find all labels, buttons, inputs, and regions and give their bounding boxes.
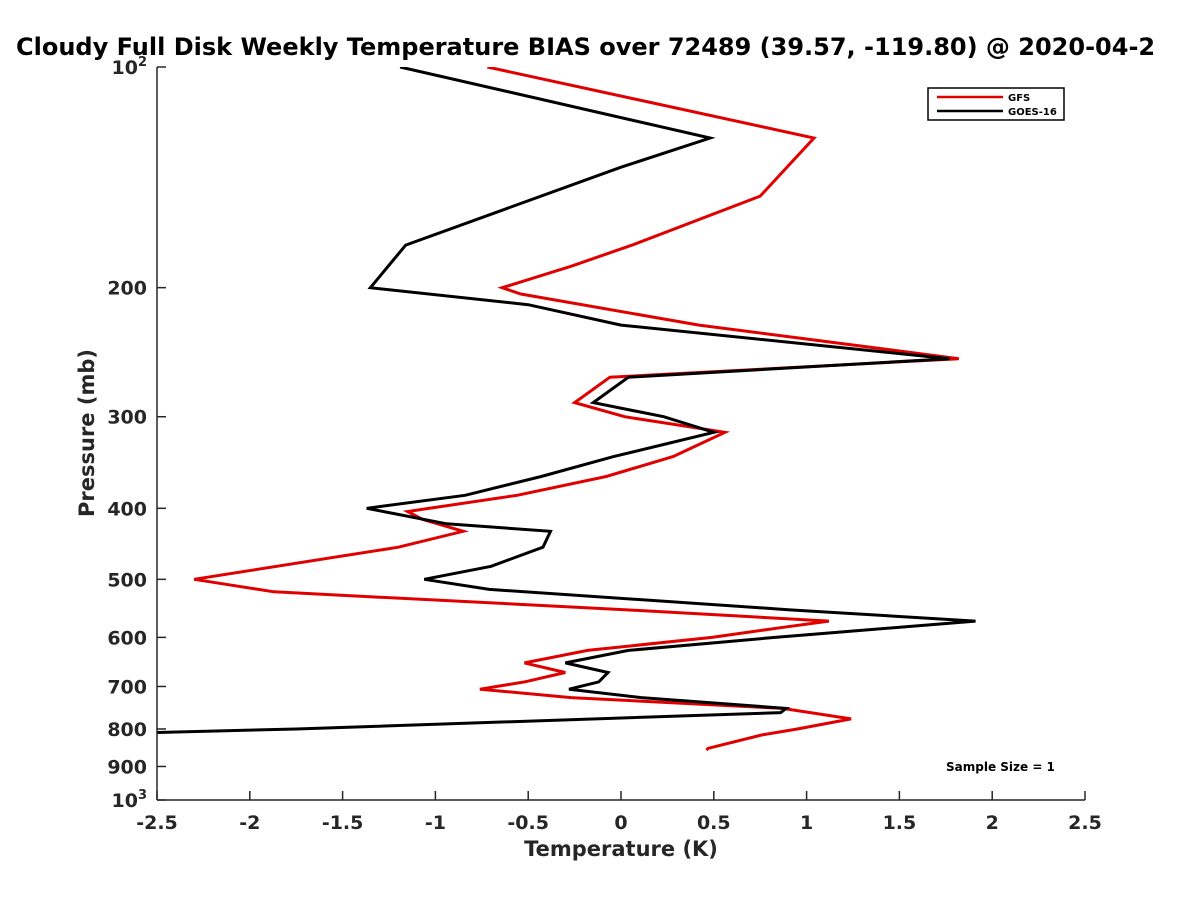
y-tick-label-base: 600: [107, 627, 147, 649]
series-line-gfs: [193, 67, 959, 752]
y-tick-label-exponent: 2: [138, 55, 147, 70]
x-axis-label: Temperature (K): [524, 837, 718, 861]
series-line-goes16: [157, 67, 976, 734]
x-tick-label: 0.5: [697, 812, 731, 834]
x-tick-label: 2: [986, 812, 999, 834]
x-tick-label: -1: [425, 812, 446, 834]
y-tick-label-base: 400: [107, 498, 147, 520]
legend-label-goes16: GOES-16: [1008, 107, 1057, 118]
series-layer: [157, 67, 976, 752]
x-tick-label: -2: [239, 812, 260, 834]
y-tick-label: 103: [112, 788, 148, 812]
x-tick-label: 0: [614, 812, 627, 834]
y-tick-label-base: 800: [107, 719, 147, 741]
y-tick-label-base: 900: [107, 756, 147, 778]
tick-layer: -2.5 -2 -1.5 -1 -0.5 0 0.5 1 1.5 2 2.5102200300400…: [107, 55, 1102, 834]
y-tick-label-base: 10: [112, 57, 138, 79]
y-tick-label: 800: [107, 719, 147, 741]
x-tick-label: 2.5: [1068, 812, 1102, 834]
y-tick-label: 300: [107, 407, 147, 429]
y-tick-label: 700: [107, 676, 147, 698]
legend[interactable]: GFS GOES-16: [927, 87, 1065, 121]
legend-label-gfs: GFS: [1008, 93, 1030, 104]
y-tick-label: 900: [107, 756, 147, 778]
sample-size-annotation: Sample Size = 1: [946, 760, 1055, 774]
x-tick-label: -2.5: [136, 812, 178, 834]
y-tick-label-base: 10: [112, 790, 138, 812]
y-tick-label: 102: [112, 55, 148, 79]
y-axis-label: Pressure (mb): [75, 349, 99, 517]
legend-box: [927, 87, 1065, 121]
x-tick-label: 1.5: [883, 812, 917, 834]
y-tick-label: 600: [107, 627, 147, 649]
x-tick-label: -1.5: [322, 812, 364, 834]
y-tick-label: 400: [107, 498, 147, 520]
y-tick-label-base: 300: [107, 407, 147, 429]
y-tick-label-base: 500: [107, 569, 147, 591]
y-tick-label: 500: [107, 569, 147, 591]
y-tick-label-base: 200: [107, 278, 147, 300]
y-tick-label-exponent: 3: [138, 788, 147, 803]
chart-title: Cloudy Full Disk Weekly Temperature BIAS…: [16, 33, 1155, 61]
y-tick-label: 200: [107, 278, 147, 300]
x-tick-label: -0.5: [507, 812, 549, 834]
y-tick-label-base: 700: [107, 676, 147, 698]
x-tick-label: 1: [800, 812, 813, 834]
